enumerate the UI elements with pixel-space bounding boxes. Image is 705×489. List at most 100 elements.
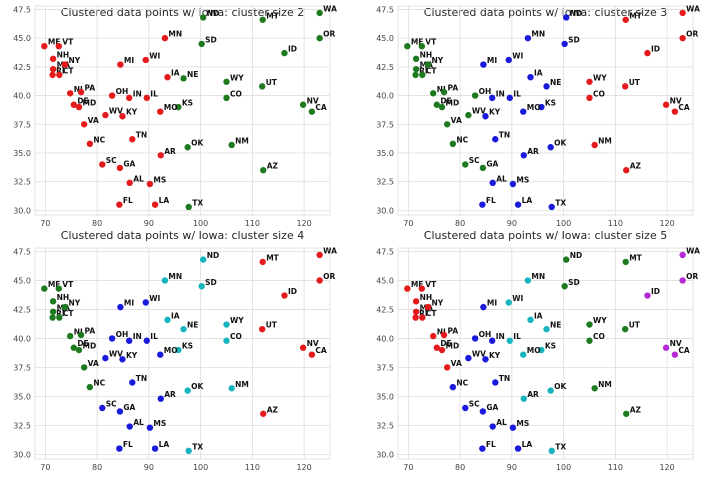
point-wi [505, 56, 512, 64]
point-label-nj: NJ [74, 328, 83, 337]
point-label-pa: PA [448, 326, 459, 335]
point-label-me: ME [48, 38, 61, 47]
point-nc [449, 383, 457, 391]
point-label-nd: ND [570, 9, 583, 18]
point-mo [157, 351, 164, 358]
point-ny [61, 303, 69, 311]
point-ky [119, 356, 126, 363]
x-tick-label: 70 [403, 463, 413, 472]
point-label-ar: AR [164, 147, 176, 156]
point-label-ne: NE [187, 70, 198, 79]
grid [35, 248, 330, 459]
point-va [443, 121, 451, 128]
point-sd [198, 283, 205, 290]
point-label-mi: MI [487, 56, 497, 65]
point-nc [449, 140, 457, 148]
point-ri [412, 314, 419, 321]
point-label-md: MD [82, 99, 96, 108]
point-tn [129, 136, 136, 143]
point-label-co: CO [230, 89, 242, 98]
point-nh [412, 298, 420, 305]
x-tick-label: 80 [455, 219, 465, 228]
point-label-in: IN [133, 89, 142, 98]
point-label-wy: WY [230, 73, 244, 82]
x-tick-label: 120 [659, 219, 674, 228]
point-ar [157, 152, 164, 159]
point-label-ca: CA [315, 346, 327, 355]
point-label-id: ID [651, 287, 660, 296]
point-mt [622, 258, 629, 266]
point-label-ri: RI [419, 309, 428, 318]
point-label-ia: IA [171, 311, 180, 320]
x-tick-label: 70 [403, 219, 413, 228]
point-ia [164, 73, 171, 81]
point-label-vt: VT [62, 280, 74, 289]
point-label-in: IN [133, 332, 142, 341]
point-label-nv: NV [307, 339, 319, 348]
y-tick-label: 35.0 [376, 149, 394, 158]
point-label-ga: GA [123, 159, 135, 168]
point-ms [146, 424, 154, 431]
point-nh [49, 55, 57, 63]
point-or [316, 277, 323, 284]
point-label-ca: CA [678, 346, 690, 355]
x-tick-label: 80 [92, 463, 102, 472]
point-label-md: MD [445, 342, 459, 351]
point-ny [424, 61, 432, 68]
point-nj [429, 90, 437, 97]
y-tick-label: 42.5 [13, 63, 31, 72]
point-nh [412, 55, 420, 63]
subplot-cluster-4: Clustered data points w/ Iowa: cluster s… [13, 229, 337, 472]
point-wv [465, 354, 472, 362]
point-ne [180, 325, 187, 333]
point-wa [679, 251, 686, 259]
y-tick-label: 47.5 [13, 247, 31, 256]
point-ky [482, 356, 489, 363]
y-tick-label: 30.0 [376, 206, 394, 215]
point-label-de: DE [77, 96, 88, 105]
point-label-wi: WI [149, 51, 160, 60]
point-nv [299, 101, 307, 108]
point-ny [424, 303, 432, 311]
point-label-ga: GA [486, 159, 498, 168]
point-label-ca: CA [678, 103, 690, 112]
point-label-mn: MN [531, 272, 545, 281]
point-ok [184, 144, 191, 151]
point-ia [164, 316, 171, 324]
point-ga [479, 164, 487, 172]
point-md [75, 103, 83, 111]
point-label-ar: AR [527, 147, 539, 156]
point-ca [308, 351, 316, 358]
point-label-sc: SC [469, 399, 480, 408]
point-label-wa: WA [686, 4, 700, 13]
point-label-id: ID [288, 45, 297, 54]
point-nc [86, 140, 94, 148]
y-tick-label: 32.5 [13, 421, 31, 430]
point-ma [412, 308, 420, 315]
point-wa [316, 251, 323, 259]
point-ct [419, 71, 426, 79]
y-tick-label: 40.0 [13, 92, 31, 101]
point-label-wy: WY [230, 316, 244, 325]
point-ga [116, 408, 124, 415]
point-il [506, 94, 513, 102]
point-label-mt: MT [629, 253, 642, 262]
point-label-ar: AR [164, 390, 176, 399]
point-ny [61, 61, 69, 68]
point-nm [228, 385, 235, 392]
point-ms [146, 180, 154, 188]
point-fl [116, 201, 123, 208]
point-label-nm: NM [598, 380, 612, 389]
point-label-wy: WY [593, 316, 607, 325]
point-label-nd: ND [570, 251, 583, 260]
point-label-ri: RI [56, 309, 65, 318]
point-wi [142, 56, 149, 64]
point-label-sd: SD [568, 278, 580, 287]
point-label-wy: WY [593, 73, 607, 82]
point-in [125, 337, 133, 344]
point-label-ne: NE [550, 78, 561, 87]
y-tick-label: 45.0 [13, 276, 31, 285]
